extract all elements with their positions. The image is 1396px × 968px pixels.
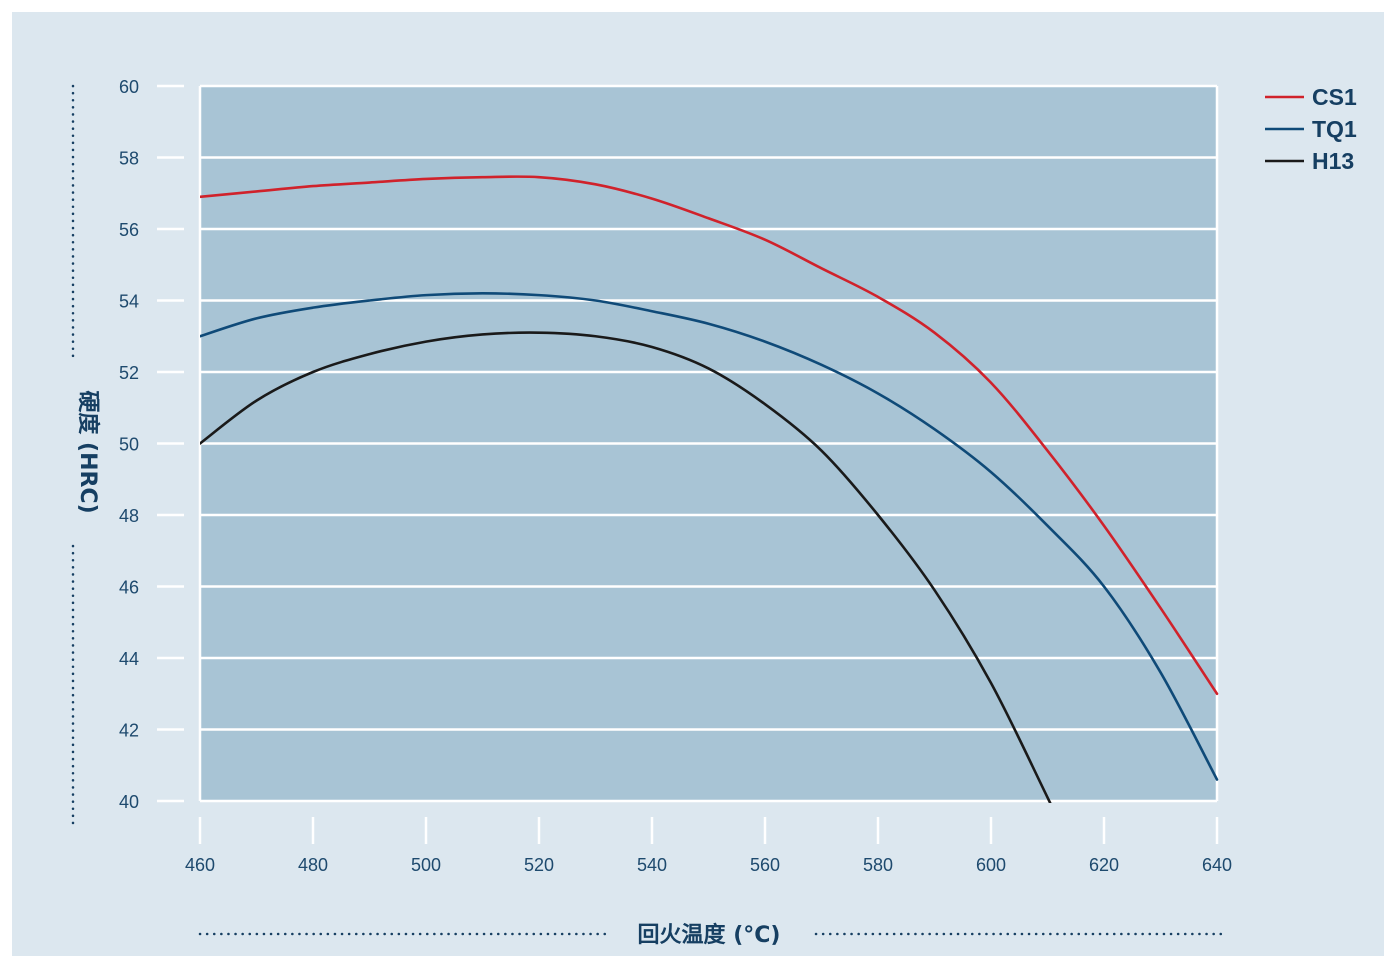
series-line-h13 (200, 331, 1052, 803)
x-axis-title: 回火温度 (°C) (638, 922, 781, 948)
x-tick-labels: 460 480 500 520 540 560 580 600 620 640 (185, 855, 1232, 875)
x-tick-label-560: 560 (750, 855, 780, 875)
legend: CS1 TQ1 H13 (1265, 84, 1357, 174)
y-tick-label-60: 60 (119, 77, 139, 97)
x-tick-label-540: 540 (637, 855, 667, 875)
y-tick-label-42: 42 (119, 721, 139, 741)
series-line-tq1 (200, 292, 1219, 781)
x-tick-label-500: 500 (411, 855, 441, 875)
y-tick-label-44: 44 (119, 649, 139, 669)
x-tick-label-480: 480 (298, 855, 328, 875)
x-tick-label-620: 620 (1089, 855, 1119, 875)
x-axis-title-group: 回火温度 (°C) (198, 922, 1224, 948)
y-tick-label-48: 48 (119, 506, 139, 526)
legend-label-tq1: TQ1 (1312, 116, 1357, 142)
y-axis-title-group: 硬度 (HRC) (71, 84, 101, 826)
x-tick-label-520: 520 (524, 855, 554, 875)
x-tick-label-640: 640 (1202, 855, 1232, 875)
y-tick-label-46: 46 (119, 578, 139, 598)
x-tick-label-580: 580 (863, 855, 893, 875)
y-tick-label-56: 56 (119, 220, 139, 240)
legend-label-h13: H13 (1312, 148, 1354, 174)
y-tick-label-50: 50 (119, 435, 139, 455)
legend-label-cs1: CS1 (1312, 84, 1357, 110)
y-tick-marks (157, 84, 184, 803)
chart-frame: 40 42 44 46 48 50 52 54 56 58 60 460 480 500 520 540 56… (12, 12, 1384, 956)
y-tick-label-54: 54 (119, 292, 139, 312)
series-line-cs1 (200, 175, 1219, 696)
y-tick-label-40: 40 (119, 792, 139, 812)
x-tick-marks (198, 817, 1219, 844)
hardness-chart: 40 42 44 46 48 50 52 54 56 58 60 460 480 500 520 540 56… (71, 77, 1357, 948)
y-tick-labels: 40 42 44 46 48 50 52 54 56 58 60 (119, 77, 139, 812)
series-lines (200, 175, 1219, 803)
x-tick-label-460: 460 (185, 855, 215, 875)
y-axis-title: 硬度 (HRC) (75, 390, 101, 513)
y-tick-label-52: 52 (119, 363, 139, 383)
x-tick-label-600: 600 (976, 855, 1006, 875)
y-tick-label-58: 58 (119, 149, 139, 169)
